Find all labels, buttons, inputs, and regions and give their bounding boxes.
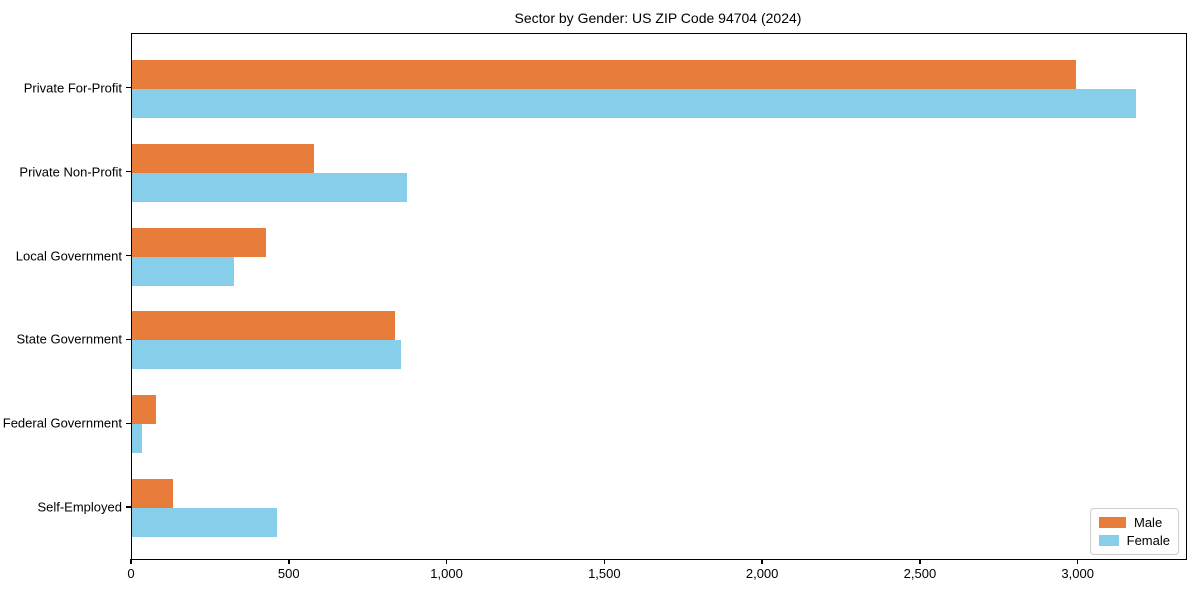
y-tick-mark-4 — [126, 422, 131, 425]
y-tick-label-3: State Government — [16, 331, 123, 347]
x-tick-mark-2 — [445, 559, 448, 564]
y-tick-label-0: Private For-Profit — [23, 80, 122, 96]
bar-male-self-employed — [132, 479, 173, 509]
bar-male-local-government — [132, 227, 267, 257]
legend-entry-female: Female — [1099, 534, 1170, 547]
bar-male-state-government — [132, 311, 396, 341]
x-tick-label-6: 3,000 — [1061, 566, 1094, 581]
bar-female-state-government — [132, 340, 401, 370]
plot-area — [131, 33, 1187, 560]
legend: Male Female — [1090, 508, 1179, 555]
x-tick-label-5: 2,500 — [903, 566, 937, 581]
x-tick-label-3: 1,500 — [588, 566, 621, 581]
bar-male-private-for-profit — [132, 59, 1076, 89]
x-tick-label-4: 2,000 — [745, 566, 779, 581]
legend-label-female: Female — [1126, 533, 1170, 548]
y-tick-mark-3 — [126, 338, 131, 341]
bar-female-private-non-profit — [132, 172, 407, 202]
bar-female-local-government — [132, 256, 234, 286]
legend-label-male: Male — [1134, 515, 1163, 530]
bar-female-federal-government — [132, 424, 142, 454]
legend-entry-male: Male — [1099, 516, 1170, 529]
y-tick-label-5: Self-Employed — [37, 499, 122, 515]
y-tick-label-2: Local Government — [15, 248, 122, 263]
x-tick-label-2: 1,000 — [430, 566, 463, 581]
x-tick-label-0: 0 — [127, 566, 135, 581]
x-tick-mark-3 — [603, 559, 606, 564]
bar-female-private-for-profit — [132, 88, 1136, 118]
x-tick-mark-5 — [919, 559, 921, 564]
bar-male-private-non-profit — [132, 143, 315, 173]
y-tick-label-1: Private Non-Profit — [19, 164, 122, 180]
y-tick-mark-0 — [126, 86, 131, 89]
x-tick-mark-4 — [761, 559, 763, 564]
y-tick-label-4: Federal Government — [2, 415, 122, 431]
legend-swatch-male-icon — [1099, 517, 1126, 528]
y-tick-mark-1 — [126, 170, 131, 173]
legend-swatch-female-icon — [1099, 535, 1119, 546]
x-tick-mark-6 — [1076, 559, 1079, 564]
y-tick-mark-5 — [126, 506, 131, 508]
y-tick-mark-2 — [126, 254, 131, 257]
x-tick-mark-0 — [130, 559, 132, 564]
x-tick-mark-1 — [288, 559, 290, 564]
bar-male-federal-government — [132, 395, 156, 425]
bar-female-self-employed — [132, 508, 277, 538]
x-tick-label-1: 500 — [277, 566, 300, 581]
chart-title: Sector by Gender: US ZIP Code 94704 (202… — [514, 10, 802, 26]
